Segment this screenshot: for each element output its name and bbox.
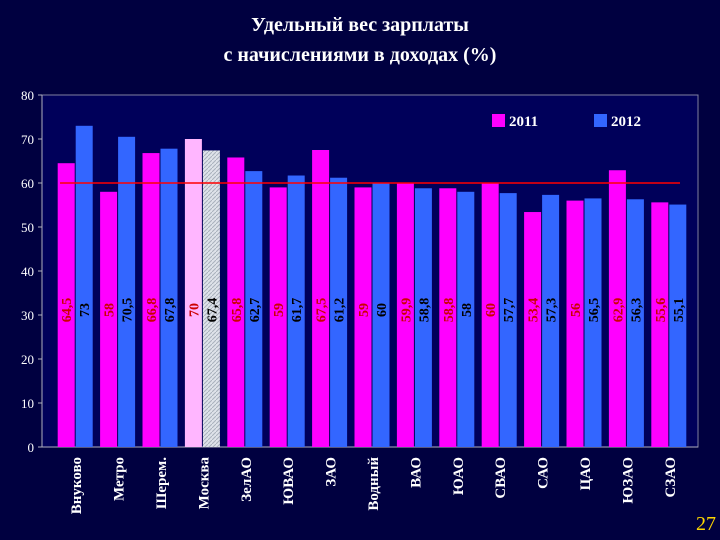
- bar-2011: [439, 188, 457, 447]
- data-label-2011: 62,9: [611, 298, 626, 323]
- bar-2012: [584, 198, 602, 447]
- data-label-2011: 60: [484, 303, 499, 317]
- category-label: СВАО: [493, 457, 509, 499]
- bar-2012: [542, 194, 560, 447]
- bar-2011: [481, 183, 499, 447]
- category-label: ЗелАО: [239, 457, 255, 502]
- y-tick-label: 40: [21, 264, 34, 279]
- bar-2012: [202, 150, 220, 447]
- bar-2012: [245, 171, 263, 447]
- data-label-2012: 62,7: [248, 298, 263, 323]
- bar-2012: [457, 191, 475, 447]
- y-tick-label: 50: [21, 220, 34, 235]
- data-label-2011: 53,4: [527, 298, 542, 323]
- bar-2012: [75, 125, 93, 448]
- y-tick-label: 20: [21, 352, 34, 367]
- data-label-2011: 66,8: [145, 298, 160, 323]
- data-label-2012: 70,5: [121, 298, 136, 323]
- bar-2011: [269, 187, 287, 447]
- data-labels: 64,5 73 58 70,5 66,8 67,8 70 67,4 65,8 62,7 59 61,7…: [60, 298, 687, 323]
- data-label-2011: 58: [103, 303, 118, 317]
- bar-2011: [524, 212, 542, 447]
- title-line-1: Удельный вес зарплаты: [251, 14, 469, 36]
- data-label-2012: 58: [460, 303, 475, 317]
- data-label-2012: 61,7: [290, 298, 305, 323]
- category-label: ЮАО: [451, 457, 467, 495]
- legend-label-2012: 2012: [611, 114, 641, 130]
- category-label: САО: [536, 457, 552, 489]
- data-label-2012: 58,8: [417, 298, 432, 323]
- data-label-2012: 67,8: [163, 298, 178, 323]
- title-line-2: с начислениями в доходах (%): [223, 44, 497, 66]
- bar-2012: [160, 148, 178, 447]
- data-label-2012: 61,2: [333, 298, 348, 323]
- bar-2012: [287, 175, 305, 447]
- data-label-2011: 70: [187, 303, 202, 317]
- category-label: Метро: [112, 457, 128, 501]
- data-label-2012: 57,7: [502, 298, 517, 323]
- page-number: 27: [696, 513, 716, 535]
- bar-2011: [184, 139, 202, 447]
- category-label: Водный: [366, 457, 382, 511]
- data-label-2011: 65,8: [230, 298, 245, 323]
- bar-2011: [100, 191, 118, 447]
- bar-2011: [566, 200, 584, 447]
- y-tick-label: 10: [21, 396, 34, 411]
- data-label-2011: 58,8: [442, 298, 457, 323]
- bar-2011: [354, 187, 372, 447]
- category-label: ЮВАО: [281, 457, 297, 505]
- y-tick-label: 30: [21, 308, 34, 323]
- data-label-2012: 73: [78, 303, 93, 317]
- data-label-2012: 60: [375, 303, 390, 317]
- bar-2012: [669, 204, 687, 447]
- data-label-2012: 56,3: [629, 298, 644, 323]
- bars: [57, 125, 687, 448]
- data-label-2011: 67,5: [315, 298, 330, 323]
- bar-2011: [312, 150, 330, 447]
- category-label: ЦАО: [578, 457, 594, 490]
- category-label: ВАО: [408, 457, 424, 488]
- legend: 2011 2012: [492, 114, 641, 130]
- data-label-2011: 59: [357, 303, 372, 317]
- legend-label-2011: 2011: [509, 114, 538, 130]
- data-label-2012: 56,5: [587, 298, 602, 323]
- data-label-2012: 57,3: [545, 298, 560, 323]
- y-tick-label: 80: [21, 88, 34, 103]
- bar-2012: [118, 136, 136, 448]
- bar-2011: [651, 202, 669, 447]
- bar-2012: [626, 199, 644, 447]
- bar-2012: [330, 177, 348, 447]
- x-axis: Внуково Метро Шерем. Москва ЗелАО ЮВАО ЗАО Водн…: [69, 457, 679, 515]
- bar-2012: [372, 183, 390, 447]
- category-label: Шерем.: [154, 457, 170, 509]
- bar-2011: [227, 157, 245, 448]
- page-title: Удельный вес зарплаты с начислениями в д…: [0, 10, 720, 70]
- category-label: ЮЗАО: [620, 457, 636, 504]
- bar-2011: [396, 183, 414, 447]
- y-tick-label: 70: [21, 132, 34, 147]
- category-label: Внуково: [69, 457, 85, 514]
- bar-2011: [608, 170, 626, 448]
- data-label-2011: 59: [272, 303, 287, 317]
- bar-2012: [414, 188, 432, 447]
- y-tick-label: 0: [28, 440, 35, 455]
- legend-swatch-2012: [594, 114, 607, 127]
- category-label: Москва: [196, 457, 212, 510]
- bar-2012: [499, 193, 517, 447]
- bar-2011: [142, 153, 160, 447]
- category-label: ЗАО: [324, 457, 340, 487]
- data-label-2012: 55,1: [672, 298, 687, 323]
- bar-2011: [57, 163, 75, 447]
- data-label-2011: 64,5: [60, 298, 75, 323]
- y-tick-label: 60: [21, 176, 34, 191]
- data-label-2011: 56: [569, 303, 584, 317]
- data-label-2011: 55,6: [654, 298, 669, 323]
- data-label-2011: 59,9: [399, 298, 414, 323]
- legend-swatch-2011: [492, 114, 505, 127]
- data-label-2012: 67,4: [205, 298, 220, 323]
- category-label: СЗАО: [663, 457, 679, 498]
